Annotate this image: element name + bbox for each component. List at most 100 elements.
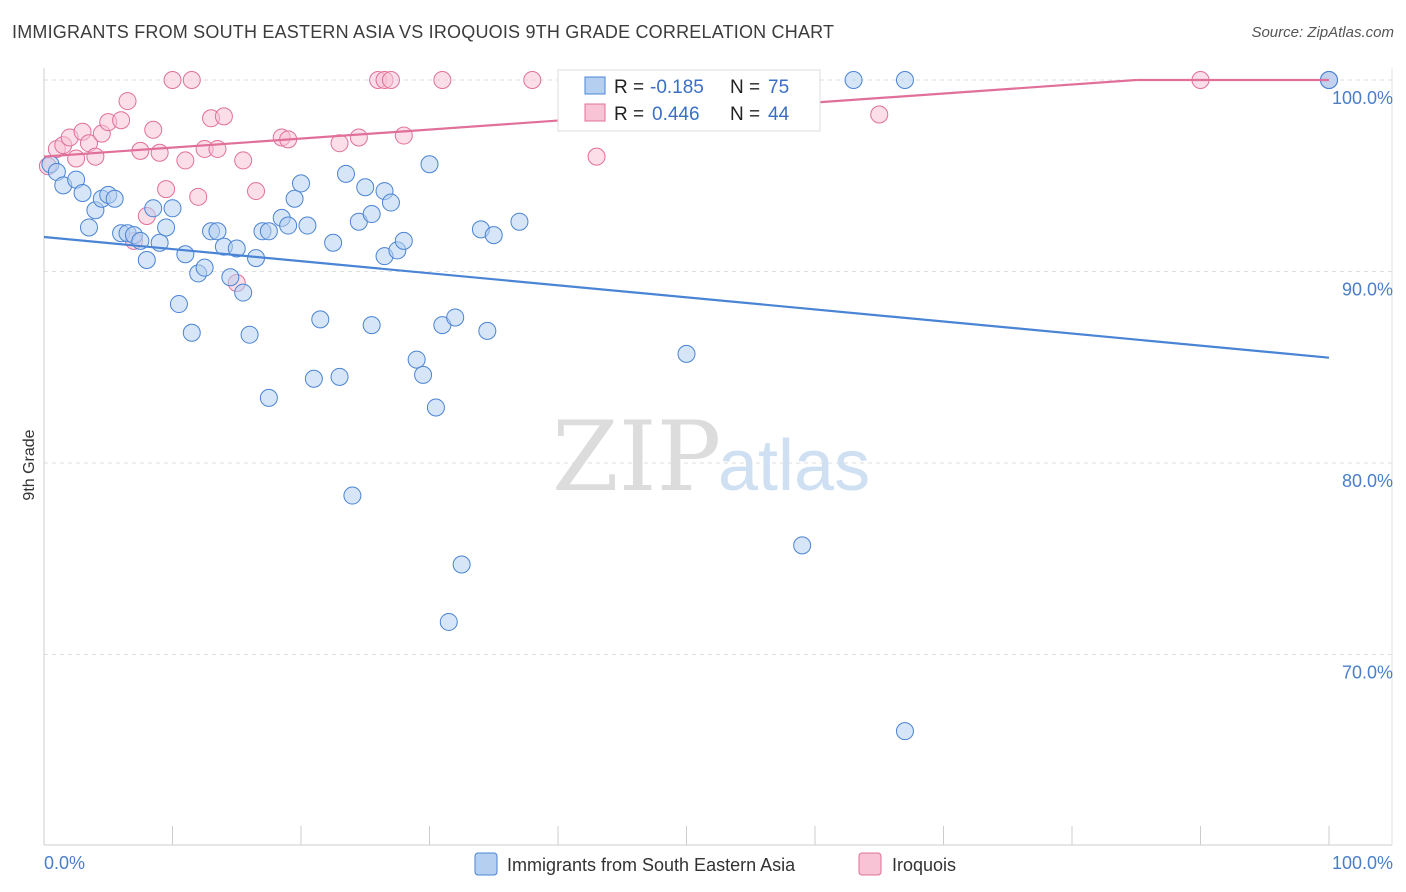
stats-box: R = -0.185 N = 75 R = 0.446 N = 44 (557, 69, 821, 132)
sea-points (41, 71, 1338, 741)
stats-pink-n-value: 44 (768, 104, 790, 125)
iroquois-point (150, 143, 169, 162)
x-tick-labels: 0.0% 100.0% (44, 853, 1393, 873)
y-tick-label: 70.0% (1342, 663, 1393, 683)
sea-point (298, 216, 317, 235)
iroquois-point (381, 71, 400, 89)
iroquois-point (112, 111, 131, 130)
grid-lines (44, 79, 1392, 655)
sea-trend-line (43, 235, 1330, 359)
iroquois-point (118, 92, 137, 111)
sea-point (304, 369, 323, 388)
sea-point (79, 218, 98, 237)
y-tick-label: 100.0% (1332, 88, 1393, 108)
sea-point (362, 205, 381, 224)
legend-iroquois-label: Iroquois (892, 855, 956, 875)
sea-point (394, 231, 413, 250)
stats-pink-r-label: R = (614, 104, 644, 125)
sea-point (221, 268, 240, 287)
iroquois-point (433, 71, 452, 89)
sea-point (452, 555, 471, 574)
iroquois-point (214, 107, 233, 126)
sea-point (227, 239, 246, 258)
iroquois-point (182, 71, 201, 89)
sea-point (844, 71, 863, 89)
sea-point (420, 155, 439, 174)
iroquois-point (330, 134, 349, 153)
iroquois-point (394, 126, 413, 145)
sea-point (279, 216, 298, 235)
sea-point (169, 295, 188, 314)
legend-sea-label: Immigrants from South Eastern Asia (507, 855, 796, 875)
sea-point (157, 218, 176, 237)
sea-point (478, 321, 497, 340)
sea-point (484, 226, 503, 245)
sea-point (324, 233, 343, 252)
sea-point (176, 245, 195, 264)
sea-point (426, 398, 445, 417)
sea-point (381, 193, 400, 212)
stats-blue-n-value: 75 (768, 77, 789, 98)
iroquois-point (189, 187, 208, 206)
sea-point (362, 316, 381, 335)
y-axis-label: 9th Grade (21, 429, 38, 500)
sea-point (285, 189, 304, 208)
iroquois-point (86, 147, 105, 166)
sea-point (182, 323, 201, 342)
watermark-zip: ZIP (552, 401, 721, 513)
sea-point (259, 388, 278, 407)
sea-point (793, 536, 812, 555)
stats-blue-r-label: R = (614, 77, 644, 98)
sea-point (895, 71, 914, 89)
iroquois-point (349, 128, 368, 147)
sea-point (330, 367, 349, 386)
iroquois-point (157, 180, 176, 199)
sea-point (343, 486, 362, 505)
sea-point (105, 189, 124, 208)
sea-point (163, 199, 182, 218)
sea-point (446, 308, 465, 327)
y-tick-labels: 70.0% 80.0% 90.0% 100.0% (1332, 88, 1393, 683)
stats-blue-r-value: -0.185 (650, 77, 704, 98)
stats-blue-n-label: N = (730, 77, 760, 98)
iroquois-point (176, 151, 195, 170)
iroquois-point (163, 71, 182, 89)
watermark: ZIP atlas (552, 401, 870, 513)
sea-point (895, 722, 914, 741)
sea-point (208, 222, 227, 241)
y-tick-label: 80.0% (1342, 471, 1393, 491)
stats-blue-swatch (584, 76, 606, 95)
legend-iroquois-swatch (858, 852, 882, 876)
stats-pink-r-value: 0.446 (652, 104, 700, 125)
x-tick-label: 100.0% (1332, 853, 1393, 873)
sea-point (311, 310, 330, 329)
sea-point (137, 251, 156, 270)
watermark-atlas: atlas (718, 426, 870, 506)
iroquois-point (587, 147, 606, 166)
sea-point (414, 365, 433, 384)
iroquois-point (247, 182, 266, 201)
iroquois-point (144, 120, 163, 139)
stats-pink-n-label: N = (730, 104, 760, 125)
chart-title: IMMIGRANTS FROM SOUTH EASTERN ASIA VS IR… (12, 22, 835, 42)
iroquois-point (67, 149, 86, 168)
sea-point (234, 283, 253, 302)
sea-point (407, 350, 426, 369)
iroquois-point (870, 105, 889, 124)
iroquois-point (523, 71, 542, 89)
iroquois-point (234, 151, 253, 170)
axes (43, 68, 1393, 846)
source-label: Source: ZipAtlas.com (1251, 24, 1394, 41)
sea-point (292, 174, 310, 193)
sea-point (356, 178, 375, 197)
sea-point (240, 325, 259, 344)
x-tick-label: 0.0% (44, 853, 85, 873)
sea-point (73, 183, 92, 202)
legend: Immigrants from South Eastern Asia Iroqu… (474, 852, 956, 876)
y-tick-label: 90.0% (1342, 280, 1393, 300)
sea-point (336, 164, 355, 183)
sea-point (677, 344, 696, 363)
sea-point (439, 612, 458, 631)
stats-pink-swatch (584, 103, 606, 122)
